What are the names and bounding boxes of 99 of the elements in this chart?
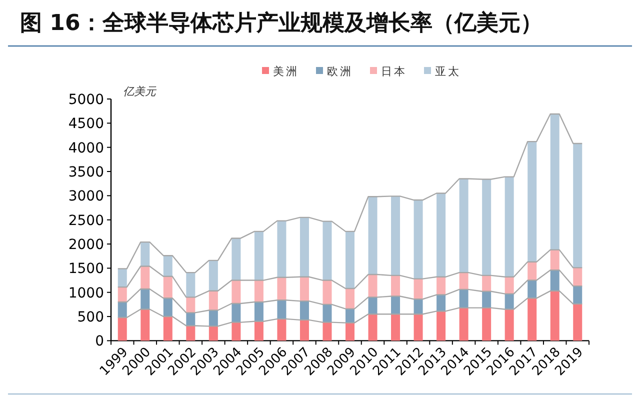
bar — [528, 280, 537, 298]
bar — [573, 143, 582, 268]
bar — [482, 275, 492, 292]
bar — [482, 179, 492, 276]
legend-label: 美洲 — [273, 65, 299, 78]
bar — [140, 309, 150, 341]
bar — [254, 321, 264, 341]
bar — [391, 296, 400, 314]
bar — [232, 322, 241, 341]
bar — [163, 316, 172, 341]
y-tick-label: 4000 — [68, 140, 104, 156]
bar — [118, 302, 127, 318]
bar — [482, 291, 492, 308]
bar — [322, 304, 332, 322]
bar — [300, 217, 309, 277]
bar — [528, 298, 537, 341]
bar — [459, 272, 468, 290]
bar — [414, 299, 423, 314]
bar — [436, 294, 446, 312]
bar — [573, 286, 582, 304]
bar — [573, 268, 582, 286]
bar — [482, 308, 492, 341]
y-tick-label: 2000 — [68, 237, 104, 254]
bar — [528, 262, 537, 280]
y-tick-label: 1500 — [68, 261, 104, 278]
y-axis-title: 亿美元 — [123, 85, 157, 98]
bar — [232, 238, 241, 280]
bar — [391, 275, 400, 296]
chart-title: 图 16：全球半导体芯片产业规模及增长率（亿美元） — [20, 10, 542, 36]
bar — [504, 176, 514, 277]
bar — [504, 309, 514, 341]
bar — [163, 298, 172, 317]
legend-label: 日本 — [381, 65, 407, 78]
bar — [504, 294, 514, 310]
bar — [300, 320, 309, 341]
bar — [459, 308, 468, 341]
bar — [391, 196, 400, 276]
bar — [550, 114, 560, 250]
bar — [573, 304, 582, 341]
legend-label: 亚太 — [435, 65, 461, 78]
bar — [459, 289, 468, 308]
bar — [140, 266, 150, 289]
bar — [391, 314, 400, 341]
bar — [254, 302, 264, 322]
bar — [414, 314, 423, 341]
bar — [368, 196, 378, 274]
bar — [414, 278, 423, 300]
bar — [346, 288, 354, 309]
bar — [254, 280, 264, 302]
bar — [436, 276, 446, 295]
bar — [322, 322, 332, 341]
bar — [414, 200, 423, 279]
bar — [118, 268, 127, 288]
y-tick-label: 4500 — [68, 116, 104, 132]
bar — [208, 326, 218, 341]
bar — [528, 142, 537, 262]
bar — [550, 250, 560, 270]
bar — [322, 221, 332, 280]
bar — [254, 231, 264, 280]
bar — [300, 276, 309, 302]
bar — [322, 280, 332, 304]
bar — [186, 326, 196, 341]
bar — [436, 311, 446, 341]
bar — [140, 288, 150, 310]
bar — [163, 276, 172, 298]
y-tick-label: 2500 — [68, 212, 104, 229]
bar — [368, 297, 378, 314]
bar — [368, 314, 378, 341]
bar — [208, 260, 218, 291]
bar — [550, 290, 560, 341]
bar — [163, 256, 172, 276]
bar — [504, 276, 514, 294]
bar — [186, 297, 196, 313]
bar — [186, 272, 196, 298]
bar — [208, 310, 218, 326]
bar — [277, 277, 286, 300]
bar — [346, 322, 354, 341]
bar — [459, 178, 468, 273]
y-tick-label: 3500 — [68, 164, 104, 181]
bar — [208, 290, 218, 310]
y-tick-label: 500 — [77, 310, 104, 326]
y-tick-label: 3000 — [68, 188, 104, 205]
y-tick-label: 1000 — [68, 285, 104, 302]
legend-label: 欧洲 — [327, 65, 353, 78]
bar — [232, 303, 241, 322]
y-tick-label: 5000 — [68, 92, 104, 108]
bar — [550, 270, 560, 291]
bar — [232, 280, 241, 304]
bar — [368, 274, 378, 298]
bar — [118, 317, 127, 341]
bar — [118, 287, 127, 302]
bar — [277, 318, 286, 341]
bar — [300, 301, 309, 320]
y-tick-label: 0 — [95, 334, 104, 350]
bar — [277, 220, 286, 278]
bar — [140, 242, 150, 266]
bar — [277, 300, 286, 319]
bar — [436, 193, 446, 277]
bar — [346, 231, 354, 288]
